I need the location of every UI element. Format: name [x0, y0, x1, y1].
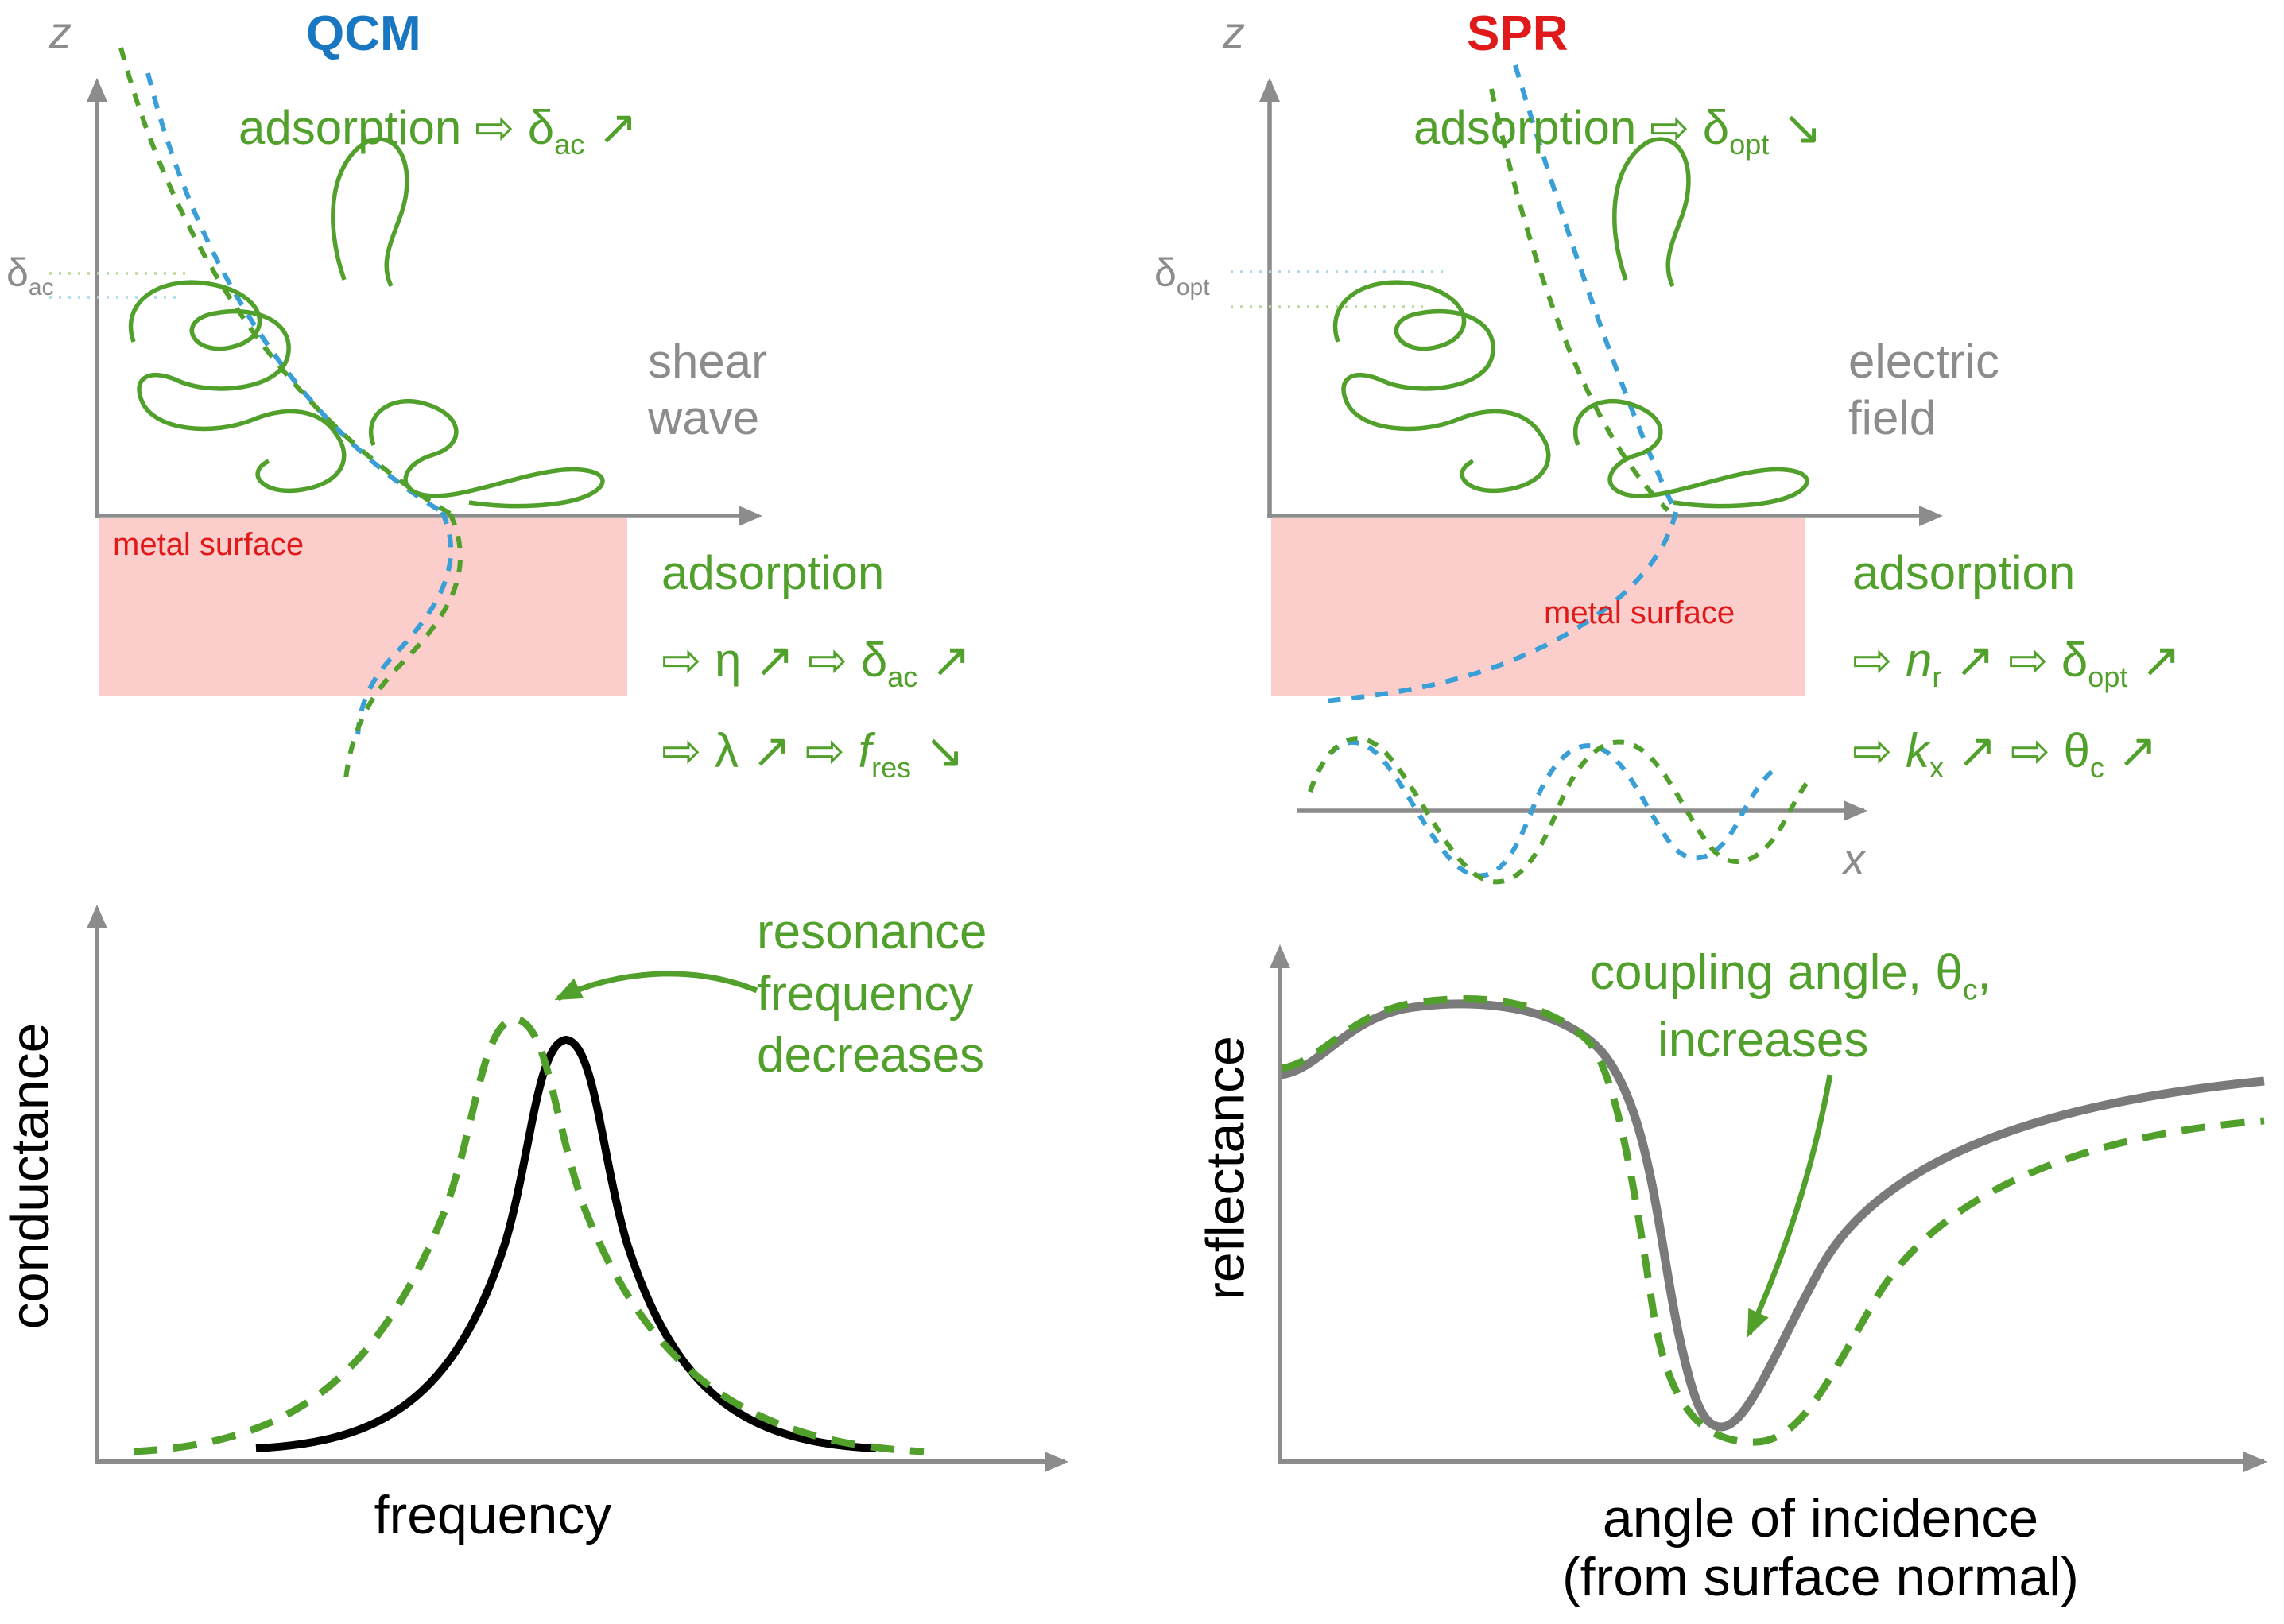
- qcm-adsorption-note-sub: ac: [554, 128, 585, 161]
- spr-delta-sub: opt: [1176, 274, 1210, 300]
- spr-polymer-squiggle-3: [1572, 398, 1809, 509]
- qcm-metal-surface-rect: [99, 518, 627, 696]
- coupling-note-line2: increases: [1658, 1012, 1869, 1068]
- resonance-note-line1: resonance: [757, 905, 987, 959]
- spr-effect-line3-sub2: c: [2089, 751, 2104, 784]
- spr-decay-length-label: δopt: [1154, 250, 1210, 301]
- qcm-adsorption-note: adsorption ⇨ δac ↗: [238, 100, 638, 161]
- qcm-effect-line3-sub: res: [871, 751, 912, 784]
- spr-adsorption-note-arrow: ↘: [1769, 101, 1823, 154]
- qcm-effect-title: adsorption: [661, 546, 885, 599]
- coupling-note-line1: coupling angle, θc,: [1590, 941, 1991, 1009]
- spr-effect-line3-r2: ↗ ⇨ θ: [1943, 724, 2090, 777]
- resonance-peak-after: [133, 1015, 925, 1455]
- qcm-delta-sub: ac: [28, 274, 54, 300]
- coupling-note: coupling angle, θc, increases: [1590, 941, 1991, 1072]
- qcm-effect-line3-r1: ⇨ λ ↗ ⇨: [661, 724, 859, 777]
- spr-effect-line3-r1: ⇨: [1852, 724, 1906, 777]
- resonance-note-line3: decreases: [757, 1028, 985, 1083]
- spr-adsorption-note: adsorption ⇨ δopt ↘: [1413, 100, 1822, 161]
- qcm-z-axis-label: z: [49, 7, 72, 57]
- qcm-effect-line3: ⇨ λ ↗ ⇨ fres ↘: [661, 723, 964, 785]
- conductance-axis-label: conductance: [0, 1022, 60, 1330]
- resonance-note-arrow: [554, 971, 758, 1002]
- spr-field-decay-curve-before: [1513, 64, 1678, 514]
- spr-subsurface-decay-curve: [1325, 511, 1678, 703]
- spr-polymer-squiggle-2: [1332, 280, 1551, 494]
- spr-delta-symbol: δ: [1154, 250, 1177, 295]
- spr-effect-line2-r2: ↗ ⇨ δ: [1941, 634, 2088, 687]
- qcm-polymer-squiggle-3: [368, 398, 605, 509]
- resonance-note: resonance frequency decreases: [757, 901, 987, 1087]
- spr-x-axis-label: x: [1843, 834, 1865, 884]
- qcm-shear-wave-line2: wave: [648, 390, 760, 444]
- spr-effect-title: adsorption: [1852, 546, 2076, 599]
- spr-plasmon-wave-before: [1308, 740, 1776, 878]
- qcm-decay-length-label: δac: [6, 250, 54, 301]
- qcm-adsorption-note-pre: adsorption ⇨ δ: [238, 101, 555, 154]
- spr-dip-curve-after: [1281, 995, 2265, 1446]
- spr-polymer-squiggle-1: [1612, 137, 1691, 288]
- coupling-note-line1-post: ,: [1977, 945, 1991, 1000]
- qcm-delta-symbol: δ: [6, 250, 29, 295]
- spr-field-decay-curve-after: [1489, 88, 1670, 513]
- spr-effect-line3-sub1: x: [1929, 751, 1944, 784]
- spr-effect-line3-r3: ↗: [2104, 724, 2158, 777]
- qcm-effect-line2-sub: ac: [887, 661, 918, 693]
- qcm-polymer-squiggle-2: [128, 280, 347, 494]
- resonance-note-line2: frequency: [757, 966, 974, 1021]
- qcm-title: QCM: [306, 6, 421, 61]
- spr-effect-line2-sub2: opt: [2088, 661, 2128, 693]
- spr-metal-surface-rect: [1271, 518, 1805, 696]
- spr-effect-line2: ⇨ nr ↗ ⇨ δopt ↗: [1852, 633, 2181, 694]
- spr-metal-surface-label: metal surface: [1544, 595, 1735, 630]
- spr-title: SPR: [1467, 6, 1569, 61]
- qcm-adsorption-note-arrow: ↗: [584, 101, 638, 154]
- qcm-shear-decay-curve-before: [145, 72, 444, 514]
- angle-axis-label-line2: (from surface normal): [1562, 1547, 2079, 1607]
- frequency-axis-label: frequency: [374, 1485, 612, 1545]
- spr-effect-line2-r3: ↗: [2127, 634, 2181, 687]
- qcm-effect-line2-r1: ⇨ η ↗ ⇨ δ: [661, 634, 888, 687]
- spr-field-label: electric field: [1848, 334, 1999, 447]
- qcm-subsurface-wave-after: [343, 512, 463, 786]
- qcm-shear-wave-label: shear wave: [648, 334, 767, 447]
- coupling-note-line1-pre: coupling angle, θ: [1590, 945, 1963, 1000]
- reflectance-axis-label: reflectance: [1195, 1036, 1256, 1300]
- qcm-effect-line2-r2: ↗: [917, 634, 971, 687]
- qcm-polymer-squiggle-1: [331, 137, 409, 288]
- spr-field-line2: field: [1848, 390, 1937, 444]
- spr-dip-curve-before: [1280, 999, 2265, 1432]
- spr-effect-line3: ⇨ kx ↗ ⇨ θc ↗: [1852, 723, 2158, 785]
- spr-z-axis-label: z: [1223, 7, 1245, 57]
- spr-adsorption-note-sub: opt: [1729, 128, 1770, 161]
- spr-effect-line3-var: k: [1905, 724, 1929, 777]
- qcm-effect-line3-var: f: [858, 724, 872, 777]
- spr-effect-line2-var: n: [1905, 634, 1933, 687]
- qcm-metal-surface-label: metal surface: [113, 527, 304, 562]
- spr-effect-line2-sub1: r: [1932, 661, 1942, 693]
- spr-field-line1: electric: [1848, 335, 2000, 388]
- resonance-peak-before: [255, 1035, 877, 1452]
- qcm-shear-wave-line1: shear: [648, 335, 768, 388]
- coupling-note-arrow: [1746, 1074, 1833, 1338]
- spr-plasmon-wave-after: [1308, 736, 1813, 885]
- spr-effect-line2-r1: ⇨: [1852, 634, 1906, 687]
- angle-axis-label-line1: angle of incidence: [1602, 1488, 2039, 1548]
- qcm-effect-line2: ⇨ η ↗ ⇨ δac ↗: [661, 633, 971, 694]
- qcm-subsurface-wave-before: [355, 510, 454, 737]
- qcm-effect-line3-r2: ↘: [911, 724, 965, 777]
- spr-adsorption-note-pre: adsorption ⇨ δ: [1413, 101, 1730, 154]
- coupling-note-line1-sub: c: [1962, 972, 1978, 1006]
